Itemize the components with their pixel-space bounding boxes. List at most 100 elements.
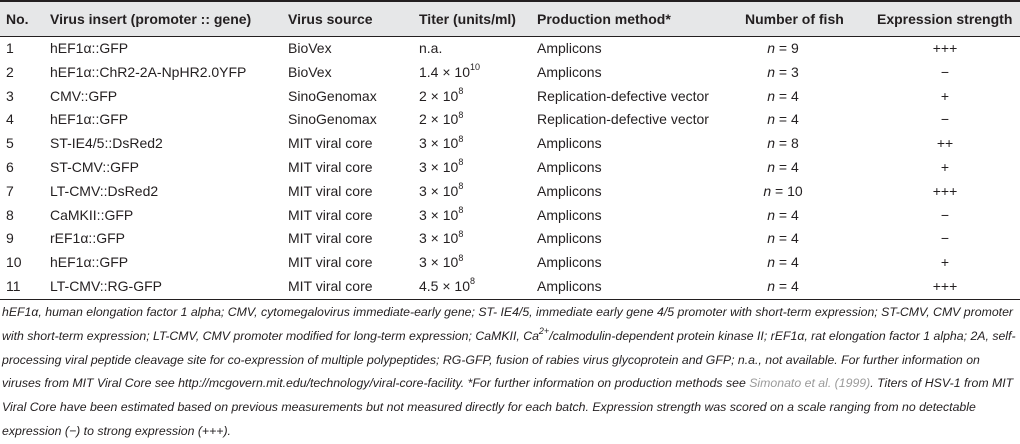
fish-n-symbol: n: [767, 87, 776, 104]
cell-fish: n = 4: [767, 206, 799, 223]
fish-count: 4: [790, 158, 799, 175]
table-row: 9 rEF1α::GFP MIT viral core 3 × 108 Amplicon…: [0, 227, 1020, 251]
cell-source: MIT viral core: [288, 182, 373, 199]
fish-count: 4: [790, 230, 799, 247]
titer-exponent: 8: [458, 109, 464, 120]
cell-strength: +: [940, 158, 950, 175]
fish-n-symbol: n: [767, 111, 776, 128]
titer-base: 2 × 10: [419, 111, 459, 128]
cell-strength: +: [940, 254, 950, 271]
titer-exponent: 8: [458, 204, 464, 215]
cell-method: Replication-defective vector: [537, 111, 709, 128]
cell-titer: 2 × 108: [419, 109, 464, 128]
footnote-reference-link[interactable]: Simonato et al. (1999): [749, 376, 871, 391]
titer-base: 3 × 10: [419, 230, 459, 247]
table-row: 6 ST-CMV::GFP MIT viral core 3 × 108 Amplico…: [0, 156, 1020, 180]
fish-n-symbol: n: [767, 230, 776, 247]
cell-insert: LT-CMV::RG-GFP: [50, 277, 162, 294]
titer-base: n.a.: [419, 40, 443, 56]
cell-method: Amplicons: [537, 254, 602, 271]
cell-method: Amplicons: [537, 230, 602, 247]
fish-n-symbol: n: [763, 182, 772, 199]
cell-source: SinoGenomax: [288, 87, 377, 104]
titer-base: 3 × 10: [419, 158, 459, 175]
fish-n-symbol: n: [767, 135, 776, 152]
table-row: 11 LT-CMV::RG-GFP MIT viral core 4.5 × 108 A…: [0, 275, 1020, 299]
table-top-rule: [0, 0, 1020, 2]
titer-exponent: 8: [458, 228, 464, 239]
fish-count: 4: [790, 87, 799, 104]
cell-fish: n = 4: [767, 230, 799, 247]
titer-exponent: 8: [458, 85, 464, 96]
table-body: 1 hEF1α::GFP BioVex n.a. Amplicons n = 9 +++ 2 h…: [0, 37, 1020, 299]
cell-no: 6: [6, 158, 14, 175]
titer-exponent: 8: [458, 157, 464, 168]
cell-method: Amplicons: [537, 158, 602, 175]
table-container: No. Virus insert (promoter :: gene) Viru…: [0, 0, 1020, 300]
fish-n-symbol: n: [767, 40, 776, 56]
cell-titer: 3 × 108: [419, 228, 464, 247]
fish-count: 4: [790, 277, 799, 294]
cell-no: 2: [6, 63, 14, 80]
cell-no: 1: [6, 40, 14, 56]
cell-titer: 3 × 108: [419, 204, 464, 223]
cell-source: BioVex: [288, 40, 332, 56]
table-footnote: hEF1α, human elongation factor 1 alpha; …: [2, 301, 1018, 444]
fish-count: 8: [790, 135, 799, 152]
titer-exponent: 8: [458, 133, 464, 144]
cell-method: Replication-defective vector: [537, 87, 709, 104]
cell-fish: n = 4: [767, 277, 799, 294]
fish-count: 4: [790, 206, 799, 223]
titer-base: 3 × 10: [419, 206, 459, 223]
cell-insert: ST-CMV::GFP: [50, 158, 139, 175]
cell-insert: hEF1α::GFP: [50, 40, 129, 56]
footnote-ca-superscript: 2+: [538, 325, 550, 336]
fish-n-symbol: n: [767, 277, 776, 294]
cell-titer: 2 × 108: [419, 85, 464, 104]
cell-strength: −: [940, 111, 950, 128]
table-row: 10 hEF1α::GFP MIT viral core 3 × 108 Amplico…: [0, 251, 1020, 275]
footnote-text-1: hEF1α, human elongation factor 1 alpha; …: [2, 305, 1014, 343]
cell-insert: hEF1α::ChR2-2A-NpHR2.0YFP: [50, 63, 247, 80]
titer-base: 1.4 × 10: [419, 63, 470, 80]
fish-n-symbol: n: [767, 63, 776, 80]
cell-no: 9: [6, 230, 14, 247]
cell-insert: hEF1α::GFP: [50, 111, 129, 128]
fish-n-symbol: n: [767, 158, 776, 175]
fish-n-symbol: n: [767, 254, 776, 271]
cell-source: MIT viral core: [288, 206, 373, 223]
footnote-text-3: . Titers of HSV-1 from MIT Viral Core ha…: [2, 376, 1014, 438]
cell-strength: −: [940, 63, 950, 80]
cell-titer: 3 × 108: [419, 133, 464, 151]
header-no: No.: [6, 11, 29, 27]
cell-insert: CMV::GFP: [50, 87, 118, 104]
cell-no: 10: [6, 254, 22, 271]
table-header: No. Virus insert (promoter :: gene) Viru…: [0, 2, 1020, 36]
cell-source: MIT viral core: [288, 254, 373, 271]
table-row: 8 CaMKII::GFP MIT viral core 3 × 108 Amplico…: [0, 204, 1020, 228]
cell-titer: 4.5 × 108: [419, 277, 475, 294]
cell-fish: n = 9: [767, 40, 799, 56]
cell-titer: 1.4 × 1010: [419, 62, 481, 80]
cell-fish: n = 4: [767, 254, 799, 271]
cell-fish: n = 4: [767, 158, 799, 175]
header-fish: Number of fish: [745, 11, 844, 27]
cell-no: 5: [6, 135, 14, 152]
header-insert: Virus insert (promoter :: gene): [50, 11, 252, 27]
cell-no: 8: [6, 206, 14, 223]
cell-method: Amplicons: [537, 206, 602, 223]
cell-fish: n = 4: [767, 87, 799, 104]
cell-strength: +++: [932, 277, 958, 294]
cell-titer: 3 × 108: [419, 182, 463, 199]
header-titer: Titer (units/ml): [419, 11, 516, 27]
cell-fish: n = 4: [767, 111, 799, 128]
titer-exponent: 10: [470, 62, 481, 73]
titer-base: 2 × 10: [419, 87, 459, 104]
cell-insert: rEF1α::GFP: [50, 230, 125, 247]
cell-source: BioVex: [288, 63, 332, 80]
cell-no: 4: [6, 111, 14, 128]
cell-no: 7: [6, 182, 14, 199]
titer-exponent: 8: [458, 252, 464, 263]
table-header-rule: [0, 36, 1020, 37]
fish-count: 10: [787, 182, 803, 199]
